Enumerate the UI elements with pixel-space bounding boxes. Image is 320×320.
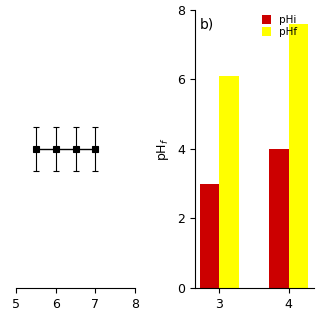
- Bar: [200, 184, 220, 288]
- Bar: [289, 24, 308, 288]
- Bar: [220, 76, 239, 288]
- Legend: pHi, pHf: pHi, pHf: [262, 15, 298, 37]
- Text: b): b): [199, 18, 213, 32]
- Bar: [269, 149, 289, 288]
- Y-axis label: pH$_f$: pH$_f$: [155, 137, 171, 161]
